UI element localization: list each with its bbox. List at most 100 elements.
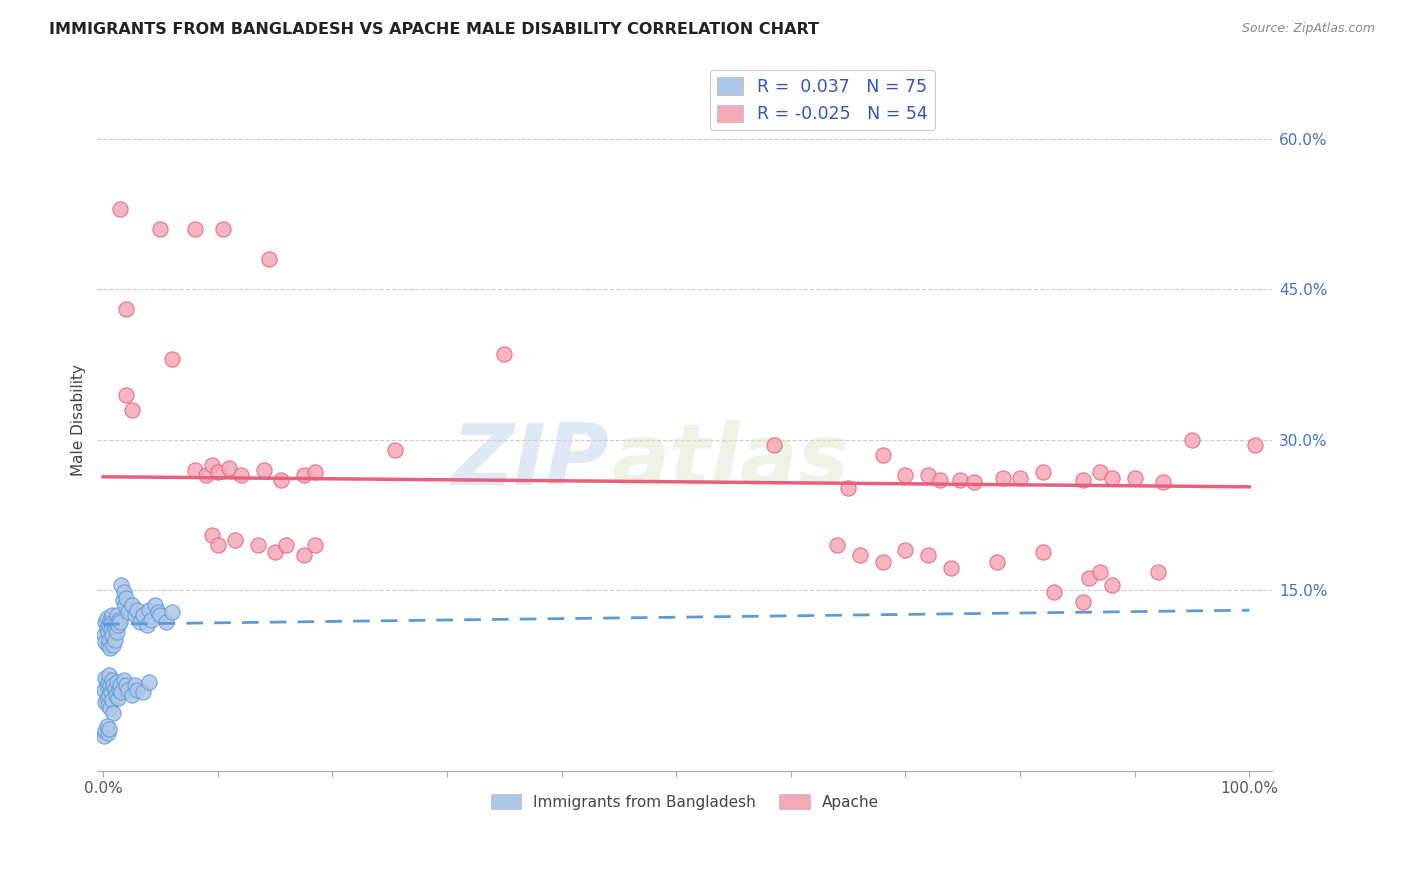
- Point: [127, 603, 149, 617]
- Point: [97, 625, 120, 640]
- Point: [1123, 471, 1146, 485]
- Point: [121, 689, 143, 703]
- Point: [1152, 475, 1174, 489]
- Point: [94, 723, 117, 738]
- Point: [384, 442, 406, 457]
- Point: [1071, 595, 1094, 609]
- Point: [107, 691, 129, 706]
- Point: [1101, 471, 1123, 485]
- Point: [115, 387, 138, 401]
- Point: [146, 605, 169, 619]
- Point: [100, 685, 122, 699]
- Point: [1244, 438, 1267, 452]
- Point: [110, 678, 132, 692]
- Point: [100, 624, 122, 638]
- Point: [97, 689, 120, 703]
- Point: [121, 402, 143, 417]
- Point: [117, 683, 139, 698]
- Point: [103, 638, 125, 652]
- Point: [110, 202, 132, 216]
- Point: [135, 618, 157, 632]
- Point: [97, 725, 120, 739]
- Point: [127, 683, 149, 698]
- Point: [224, 533, 246, 547]
- Point: [201, 458, 224, 472]
- Point: [155, 615, 177, 630]
- Point: [97, 675, 120, 690]
- Point: [114, 598, 136, 612]
- Point: [96, 621, 118, 635]
- Point: [304, 465, 326, 479]
- Point: [132, 608, 155, 623]
- Point: [108, 613, 131, 627]
- Point: [149, 222, 172, 236]
- Point: [93, 683, 115, 698]
- Point: [110, 685, 132, 699]
- Point: [94, 635, 117, 649]
- Point: [207, 538, 229, 552]
- Point: [94, 696, 117, 710]
- Point: [276, 538, 298, 552]
- Legend: Immigrants from Bangladesh, Apache: Immigrants from Bangladesh, Apache: [485, 788, 886, 815]
- Point: [107, 618, 129, 632]
- Point: [138, 675, 160, 690]
- Point: [1090, 465, 1112, 479]
- Point: [93, 729, 115, 743]
- Point: [103, 615, 125, 630]
- Point: [98, 613, 121, 627]
- Point: [97, 638, 120, 652]
- Point: [1090, 565, 1112, 579]
- Point: [1043, 585, 1066, 599]
- Point: [143, 598, 166, 612]
- Point: [132, 685, 155, 699]
- Point: [104, 615, 127, 630]
- Point: [1032, 465, 1054, 479]
- Point: [141, 613, 163, 627]
- Point: [229, 467, 252, 482]
- Point: [184, 222, 207, 236]
- Text: Source: ZipAtlas.com: Source: ZipAtlas.com: [1241, 22, 1375, 36]
- Point: [941, 561, 963, 575]
- Point: [1071, 473, 1094, 487]
- Point: [98, 701, 121, 715]
- Point: [108, 683, 131, 698]
- Y-axis label: Male Disability: Male Disability: [72, 364, 86, 475]
- Point: [160, 605, 183, 619]
- Point: [184, 463, 207, 477]
- Point: [105, 608, 128, 623]
- Point: [252, 463, 274, 477]
- Point: [259, 252, 281, 266]
- Point: [97, 698, 120, 713]
- Point: [292, 467, 315, 482]
- Point: [103, 706, 125, 720]
- Point: [105, 675, 128, 690]
- Point: [105, 625, 128, 640]
- Text: ZIP: ZIP: [451, 420, 609, 503]
- Point: [986, 555, 1008, 569]
- Point: [96, 611, 118, 625]
- Point: [96, 678, 118, 692]
- Point: [160, 352, 183, 367]
- Point: [894, 467, 917, 482]
- Point: [991, 471, 1014, 485]
- Point: [1032, 545, 1054, 559]
- Point: [98, 641, 121, 656]
- Point: [207, 465, 229, 479]
- Point: [872, 555, 894, 569]
- Point: [894, 543, 917, 558]
- Point: [103, 621, 125, 635]
- Point: [94, 672, 117, 686]
- Point: [917, 467, 939, 482]
- Text: atlas: atlas: [612, 420, 851, 503]
- Point: [97, 722, 120, 736]
- Point: [264, 545, 287, 559]
- Point: [96, 691, 118, 706]
- Text: IMMIGRANTS FROM BANGLADESH VS APACHE MALE DISABILITY CORRELATION CHART: IMMIGRANTS FROM BANGLADESH VS APACHE MAL…: [49, 22, 820, 37]
- Point: [218, 460, 240, 475]
- Point: [494, 347, 516, 361]
- Point: [128, 615, 150, 630]
- Point: [93, 628, 115, 642]
- Point: [110, 578, 132, 592]
- Point: [825, 538, 848, 552]
- Point: [928, 473, 950, 487]
